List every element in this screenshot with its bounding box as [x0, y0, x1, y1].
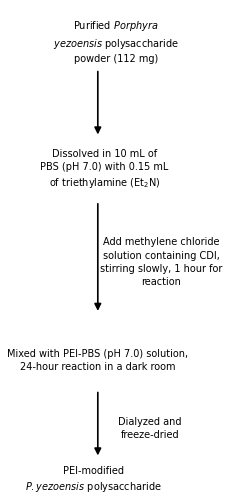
Text: PEI-modified
$\it{P. yezoensis}$ polysaccharide: PEI-modified $\it{P. yezoensis}$ polysac… — [25, 466, 161, 494]
Text: Mixed with PEI-PBS (pH 7.0) solution,
24-hour reaction in a dark room: Mixed with PEI-PBS (pH 7.0) solution, 24… — [7, 348, 188, 372]
Text: Purified $\it{Porphyra}$
$\it{yezoensis}$ polysaccharide
powder (112 mg): Purified $\it{Porphyra}$ $\it{yezoensis}… — [53, 19, 178, 64]
Text: Dissolved in 10 mL of
PBS (pH 7.0) with 0.15 mL
of triethylamine (Et$_2$N): Dissolved in 10 mL of PBS (pH 7.0) with … — [40, 148, 168, 190]
Text: Dialyzed and
freeze-dried: Dialyzed and freeze-dried — [118, 417, 181, 440]
Text: Add methylene chloride
solution containing CDI,
stirring slowly, 1 hour for
reac: Add methylene chloride solution containi… — [100, 238, 222, 287]
